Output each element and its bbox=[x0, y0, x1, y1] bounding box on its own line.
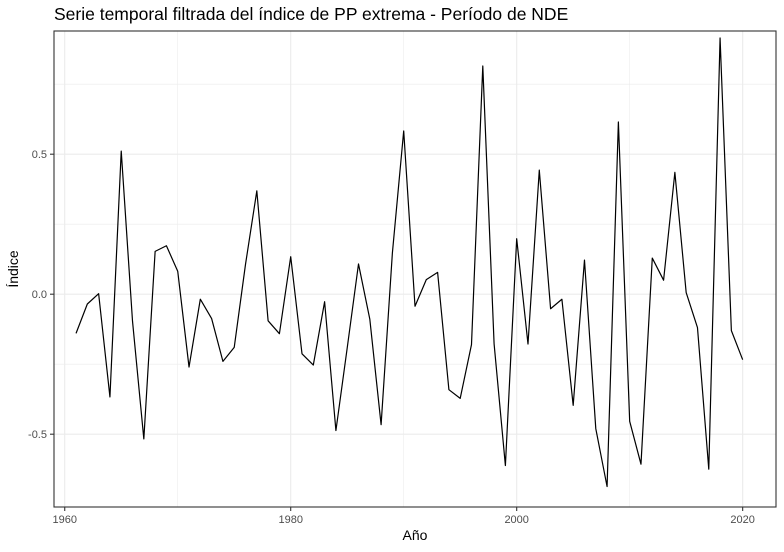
panel-border bbox=[53, 30, 777, 508]
x-tick-label: 1960 bbox=[52, 514, 76, 526]
y-tick-label: 0.5 bbox=[32, 149, 47, 161]
y-tick-label: 0.0 bbox=[32, 289, 47, 301]
plot-area: 1960 1980 2000 2020 -0.5 0.0 0.5 bbox=[28, 30, 777, 526]
x-axis-title: Año bbox=[403, 527, 428, 543]
y-axis-title: Índice bbox=[5, 250, 21, 288]
chart-title: Serie temporal filtrada del índice de PP… bbox=[54, 4, 568, 24]
x-tick-label: 2000 bbox=[504, 514, 528, 526]
x-tick-label: 1980 bbox=[278, 514, 302, 526]
series-line bbox=[75, 37, 744, 488]
panel-background bbox=[54, 31, 776, 507]
y-tick-label: -0.5 bbox=[28, 429, 47, 441]
x-tick-label: 2020 bbox=[730, 514, 754, 526]
